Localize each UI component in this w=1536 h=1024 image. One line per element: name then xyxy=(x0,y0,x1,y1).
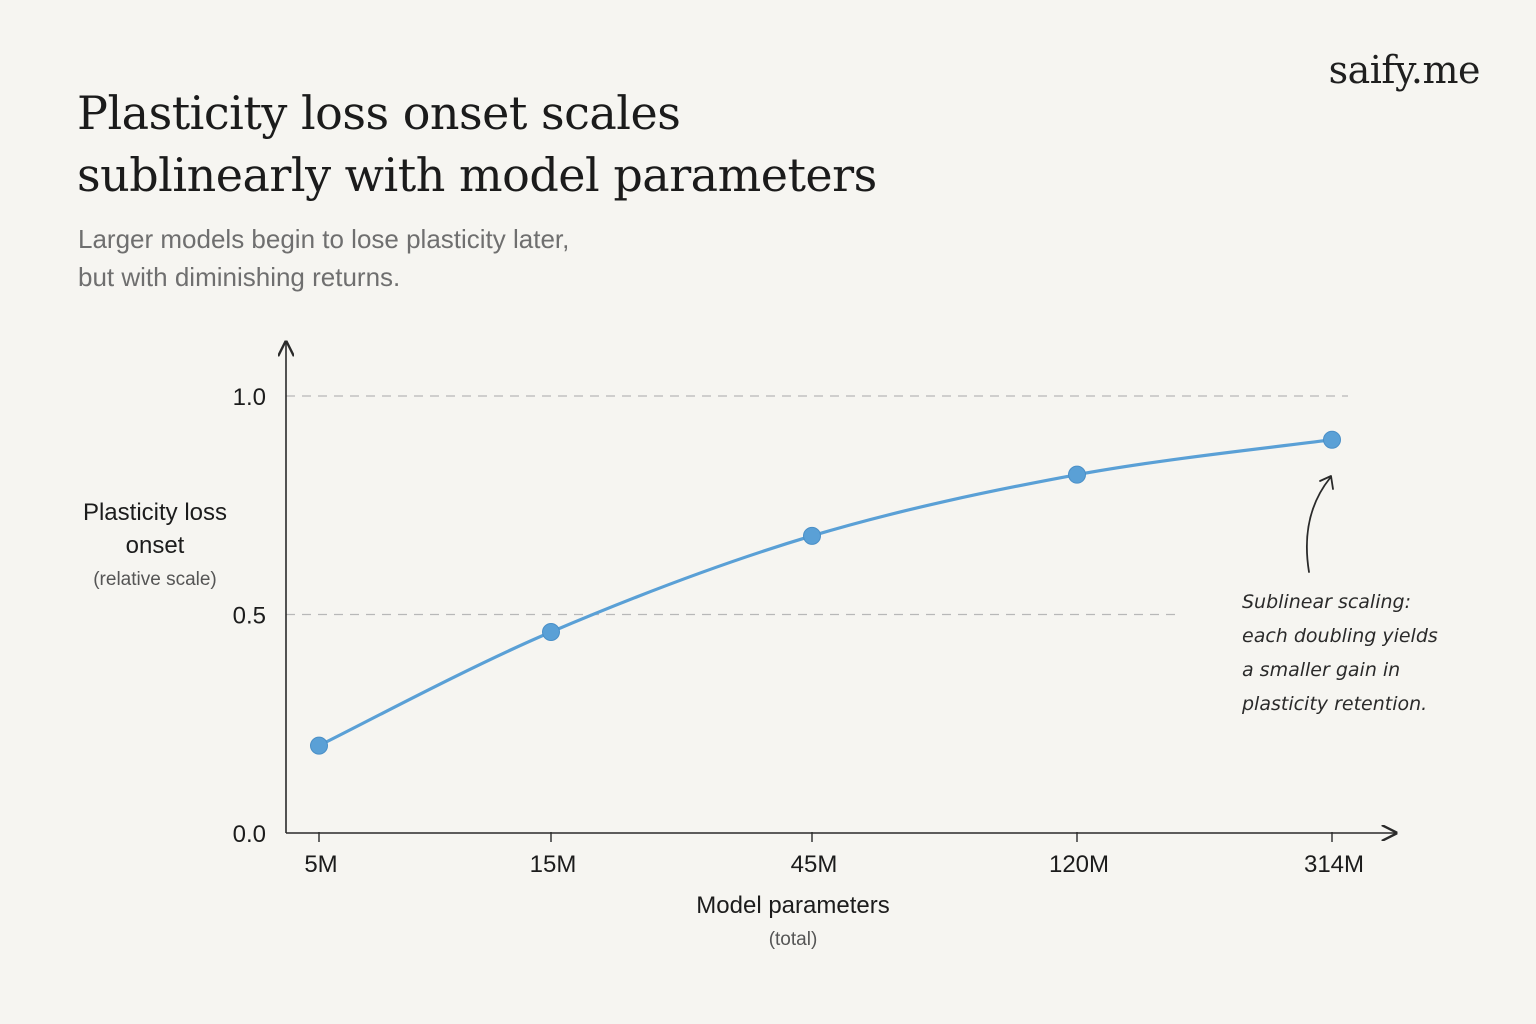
y-axis-subtitle: (relative scale) xyxy=(93,569,217,590)
chart-title-line: Plasticity loss onset scales xyxy=(77,86,681,140)
x-axis-subtitle: (total) xyxy=(769,929,818,950)
y-axis-title: onset xyxy=(126,532,185,559)
annotation-text: each doubling yields xyxy=(1242,625,1438,647)
series xyxy=(310,430,1341,755)
chart-title-line: sublinearly with model parameters xyxy=(77,148,877,202)
data-point xyxy=(803,526,821,545)
y-tick-label: 1.0 xyxy=(233,384,266,411)
x-tick-label: 314M xyxy=(1304,851,1364,878)
y-tick-label: 0.5 xyxy=(233,603,266,630)
series-line xyxy=(317,438,1334,748)
data-point xyxy=(310,736,328,755)
data-point xyxy=(1068,465,1086,484)
y-tick-label: 0.0 xyxy=(233,821,266,848)
y-axis-title: Plasticity loss xyxy=(83,499,227,526)
data-point xyxy=(1323,430,1341,449)
chart-title: Plasticity loss onset scales sublinearly… xyxy=(77,82,937,206)
x-axis-title: Model parameters xyxy=(696,892,889,919)
annotation-arrowhead xyxy=(1319,475,1334,490)
x-tick-label: 15M xyxy=(530,851,577,878)
axes xyxy=(286,342,1396,842)
chart-subtitle: Larger models begin to lose plasticity l… xyxy=(78,220,778,296)
chart-subtitle-line: Larger models begin to lose plasticity l… xyxy=(78,224,570,254)
x-tick-label: 45M xyxy=(791,851,838,878)
x-tick-label: 5M xyxy=(304,851,337,878)
x-tick-label: 120M xyxy=(1049,851,1109,878)
annotation: Sublinear scaling: each doubling yields a … xyxy=(1241,475,1438,715)
annotation-arrow xyxy=(1306,477,1331,573)
brand-logo: saify.me xyxy=(1328,48,1481,92)
annotation-text: a smaller gain in xyxy=(1242,659,1400,681)
gridlines xyxy=(286,395,1348,616)
data-point xyxy=(542,622,560,641)
annotation-text: plasticity retention. xyxy=(1241,693,1427,715)
axis-labels: 5M 15M 45M 120M 314M 0.0 0.5 1.0 Plasticity loss… xyxy=(83,384,1364,950)
annotation-text: Sublinear scaling: xyxy=(1242,591,1411,613)
chart-subtitle-line: but with diminishing returns. xyxy=(78,262,401,292)
